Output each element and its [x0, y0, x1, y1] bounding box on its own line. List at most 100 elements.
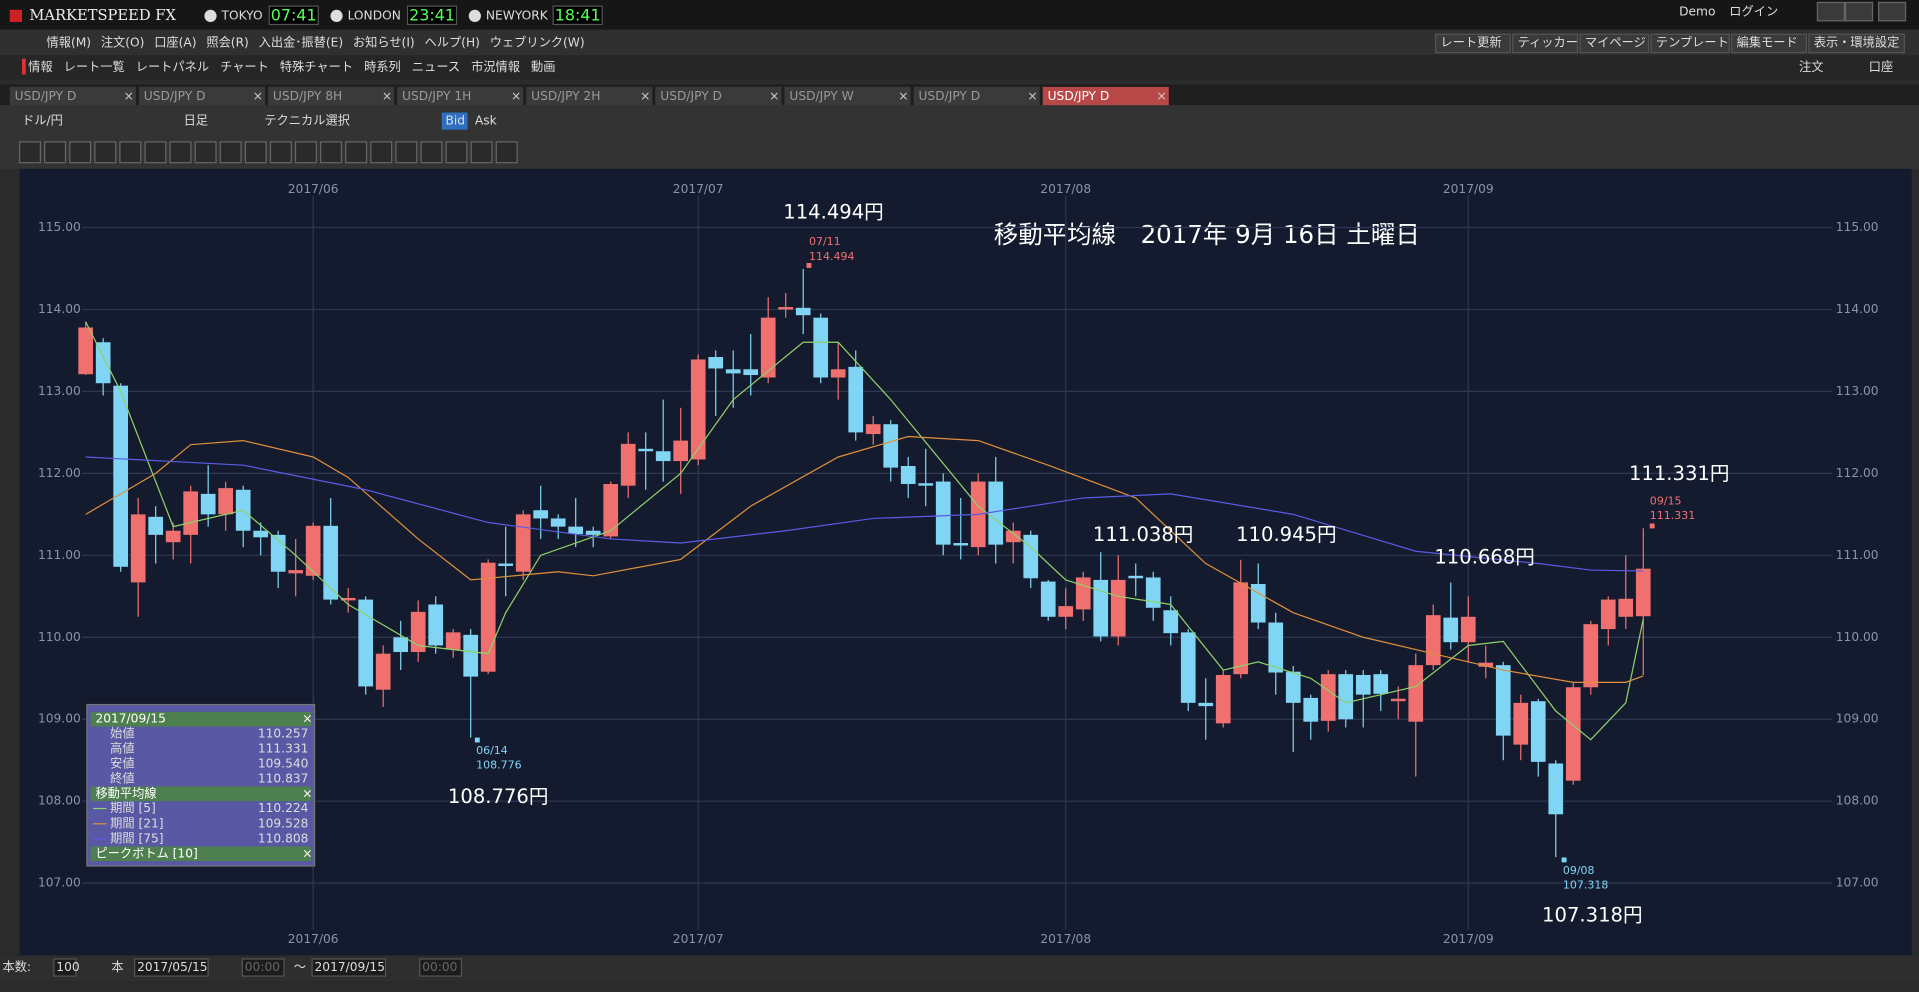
- input-box[interactable]: [53, 958, 77, 977]
- bid[interactable]: Bid: [445, 114, 465, 128]
- x-tick-label: 2017/07: [673, 182, 724, 196]
- menu-item[interactable]: 情報(M): [47, 35, 92, 49]
- clock-city: TOKYO: [221, 8, 263, 22]
- candle-body: [1128, 575, 1144, 579]
- tab-close[interactable]: ×: [1027, 89, 1037, 103]
- menu-right[interactable]: 表示・環境設定: [1814, 34, 1900, 49]
- account[interactable]: Demo: [1679, 5, 1715, 19]
- menu-right[interactable]: ティッカー: [1518, 35, 1578, 49]
- tool-icon[interactable]: [269, 141, 292, 164]
- period[interactable]: 日足: [184, 114, 208, 128]
- tab-close[interactable]: ×: [640, 89, 650, 103]
- input-box[interactable]: [134, 958, 209, 977]
- toolbar-item[interactable]: 市況情報: [471, 59, 520, 74]
- toolbar-right[interactable]: 口座: [1869, 59, 1893, 74]
- input-box[interactable]: [419, 958, 463, 977]
- menu-item[interactable]: 入出金･振替(E): [259, 34, 343, 49]
- tool-icon[interactable]: [69, 141, 92, 164]
- candle-body: [1425, 615, 1441, 666]
- tool-icon[interactable]: [244, 141, 267, 164]
- toolbar-item[interactable]: 情報: [28, 60, 52, 74]
- tool-icon[interactable]: [370, 141, 393, 164]
- tab[interactable]: [397, 86, 524, 106]
- tab-label: USD/JPY D: [660, 89, 722, 103]
- tool-icon[interactable]: [445, 141, 468, 164]
- x-tick-label-bottom: 2017/09: [1443, 932, 1494, 946]
- candle-body: [725, 369, 741, 374]
- chart-toolbar: [0, 105, 1919, 169]
- candle-body: [1145, 577, 1161, 608]
- menu-item[interactable]: ヘルプ(H): [425, 35, 480, 49]
- ask[interactable]: Ask: [475, 114, 498, 128]
- menu-right[interactable]: テンプレート: [1656, 35, 1729, 49]
- toolbar-item[interactable]: 特殊チャート: [280, 59, 353, 74]
- candle-body: [568, 526, 584, 535]
- tool-icon[interactable]: [320, 141, 343, 164]
- tab[interactable]: [913, 86, 1040, 106]
- tool-icon[interactable]: [395, 141, 418, 164]
- tab[interactable]: [268, 86, 395, 106]
- menu-item[interactable]: 口座(A): [154, 34, 196, 49]
- tab-close[interactable]: ×: [1157, 89, 1167, 103]
- pair[interactable]: ドル/円: [22, 114, 63, 128]
- tool-icon[interactable]: [169, 141, 192, 164]
- ma-value: 110.808: [258, 832, 309, 846]
- tab[interactable]: [9, 86, 136, 106]
- tab-close[interactable]: ×: [898, 89, 908, 103]
- candle-body: [1005, 530, 1021, 543]
- tool-icon[interactable]: [470, 141, 493, 164]
- candle-body: [1250, 584, 1266, 623]
- candle-body: [1198, 702, 1214, 707]
- menu-item[interactable]: お知らせ(I): [353, 35, 415, 49]
- candle-body: [410, 611, 426, 653]
- tab[interactable]: [1042, 86, 1169, 106]
- tool-icon[interactable]: [420, 141, 443, 164]
- candle-body: [1373, 674, 1389, 694]
- menu-item[interactable]: 照会(R): [206, 35, 248, 49]
- toolbar-item[interactable]: レート一覧: [64, 59, 125, 74]
- panel-close[interactable]: ×: [302, 786, 312, 800]
- tab[interactable]: [526, 86, 653, 106]
- tool-icon[interactable]: [44, 141, 67, 164]
- tool-icon[interactable]: [94, 141, 117, 164]
- tab[interactable]: [784, 86, 911, 106]
- menu-item[interactable]: ウェブリンク(W): [490, 34, 585, 49]
- input-box[interactable]: [241, 958, 285, 977]
- login[interactable]: ログイン: [1729, 5, 1778, 19]
- tool-icon[interactable]: [18, 141, 41, 164]
- tool-icon[interactable]: [219, 141, 242, 164]
- tab-close[interactable]: ×: [382, 89, 392, 103]
- input-box[interactable]: [311, 958, 387, 977]
- window-button[interactable]: [1878, 1, 1907, 22]
- tab[interactable]: [138, 86, 265, 106]
- window-button[interactable]: [1816, 1, 1845, 22]
- tool-icon[interactable]: [495, 141, 518, 164]
- tool-icon[interactable]: [345, 141, 368, 164]
- toolbar-item[interactable]: 時系列: [364, 60, 401, 74]
- toolbar-item[interactable]: ニュース: [412, 60, 460, 74]
- tab-close[interactable]: ×: [511, 89, 521, 103]
- y-tick-label: 114.00: [38, 302, 81, 316]
- technical[interactable]: テクニカル選択: [264, 114, 350, 128]
- tool-icon[interactable]: [294, 141, 317, 164]
- candle-body: [1530, 701, 1546, 762]
- toolbar-right[interactable]: 注文: [1799, 59, 1823, 74]
- tab-close[interactable]: ×: [769, 89, 779, 103]
- menu-right[interactable]: 編集モード: [1737, 34, 1798, 49]
- tool-icon[interactable]: [144, 141, 167, 164]
- panel-close[interactable]: ×: [302, 846, 312, 860]
- panel-close[interactable]: ×: [302, 712, 312, 726]
- tab-close[interactable]: ×: [253, 89, 263, 103]
- toolbar-item[interactable]: チャート: [220, 60, 269, 74]
- menu-right[interactable]: レート更新: [1440, 34, 1501, 49]
- ma-line: [85, 456, 1644, 572]
- tool-icon[interactable]: [194, 141, 217, 164]
- toolbar-item[interactable]: レートパネル: [136, 60, 209, 74]
- tool-icon[interactable]: [119, 141, 142, 164]
- menu-right[interactable]: マイページ: [1585, 35, 1646, 49]
- window-button[interactable]: [1844, 1, 1874, 22]
- tab[interactable]: [655, 86, 782, 106]
- tab-close[interactable]: ×: [124, 89, 134, 103]
- menu-item[interactable]: 注文(O): [101, 34, 145, 49]
- toolbar-item[interactable]: 動画: [531, 60, 555, 74]
